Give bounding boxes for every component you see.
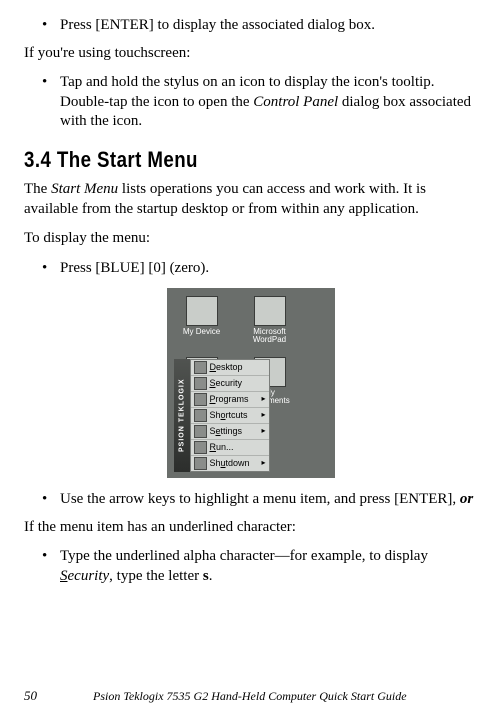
start-menu-popup: PSION TEKLOGIX Desktop Security Programs… <box>174 359 270 472</box>
page-number: 50 <box>24 688 37 705</box>
bullet-press-blue: • Press [BLUE] [0] (zero). <box>42 259 477 279</box>
run-icon <box>194 441 207 454</box>
bullet-dot: • <box>42 16 60 36</box>
security-icon <box>194 377 207 390</box>
shortcuts-icon <box>194 409 207 422</box>
menu-item-shortcuts: Shortcuts▸ <box>191 408 269 424</box>
bullet-text: Use the arrow keys to highlight a menu i… <box>60 490 473 510</box>
section-heading: 3.4 The Start Menu <box>24 146 409 175</box>
bullet-text: Press [BLUE] [0] (zero). <box>60 259 209 279</box>
para-underlined-char: If the menu item has an underlined chara… <box>24 518 477 538</box>
bullet-tap-hold: • Tap and hold the stylus on an icon to … <box>42 73 477 132</box>
start-menu-list: Desktop Security Programs▸ Shortcuts▸ Se… <box>190 359 270 472</box>
page-footer: 50 Psion Teklogix 7535 G2 Hand-Held Comp… <box>24 688 477 705</box>
desktop-icon <box>194 361 207 374</box>
menu-item-security: Security <box>191 376 269 392</box>
bullet-type-underlined: • Type the underlined alpha character—fo… <box>42 547 477 586</box>
icon-wordpad: Microsoft WordPad <box>245 296 295 345</box>
chevron-right-icon: ▸ <box>261 410 265 420</box>
shutdown-icon <box>194 457 207 470</box>
menu-side-brand: PSION TEKLOGIX <box>174 359 190 472</box>
bullet-text: Type the underlined alpha character—for … <box>60 547 477 586</box>
bullet-dot: • <box>42 259 60 279</box>
para-display-menu: To display the menu: <box>24 229 477 249</box>
chevron-right-icon: ▸ <box>261 426 265 436</box>
menu-item-run: Run... <box>191 440 269 456</box>
para-touchscreen: If you're using touchscreen: <box>24 44 477 64</box>
bullet-dot: • <box>42 490 60 510</box>
bullet-text: Press [ENTER] to display the associated … <box>60 16 375 36</box>
footer-title: Psion Teklogix 7535 G2 Hand-Held Compute… <box>93 689 407 705</box>
settings-icon <box>194 425 207 438</box>
desktop-icons-row1: My Device Microsoft WordPad <box>167 288 335 349</box>
menu-item-shutdown: Shutdown▸ <box>191 456 269 471</box>
menu-item-desktop: Desktop <box>191 360 269 376</box>
wordpad-icon <box>254 296 286 326</box>
start-menu-screenshot: My Device Microsoft WordPad Recycle Bin … <box>167 288 335 478</box>
programs-icon <box>194 393 207 406</box>
menu-item-settings: Settings▸ <box>191 424 269 440</box>
bullet-dot: • <box>42 547 60 586</box>
bullet-text: Tap and hold the stylus on an icon to di… <box>60 73 477 132</box>
bullet-dot: • <box>42 73 60 132</box>
bullet-arrow-keys: • Use the arrow keys to highlight a menu… <box>42 490 477 510</box>
chevron-right-icon: ▸ <box>261 394 265 404</box>
bullet-enter-dialog: • Press [ENTER] to display the associate… <box>42 16 477 36</box>
menu-item-programs: Programs▸ <box>191 392 269 408</box>
chevron-right-icon: ▸ <box>261 458 265 468</box>
icon-my-device: My Device <box>177 296 227 345</box>
computer-icon <box>186 296 218 326</box>
para-startmenu-desc: The Start Menu lists operations you can … <box>24 180 477 219</box>
